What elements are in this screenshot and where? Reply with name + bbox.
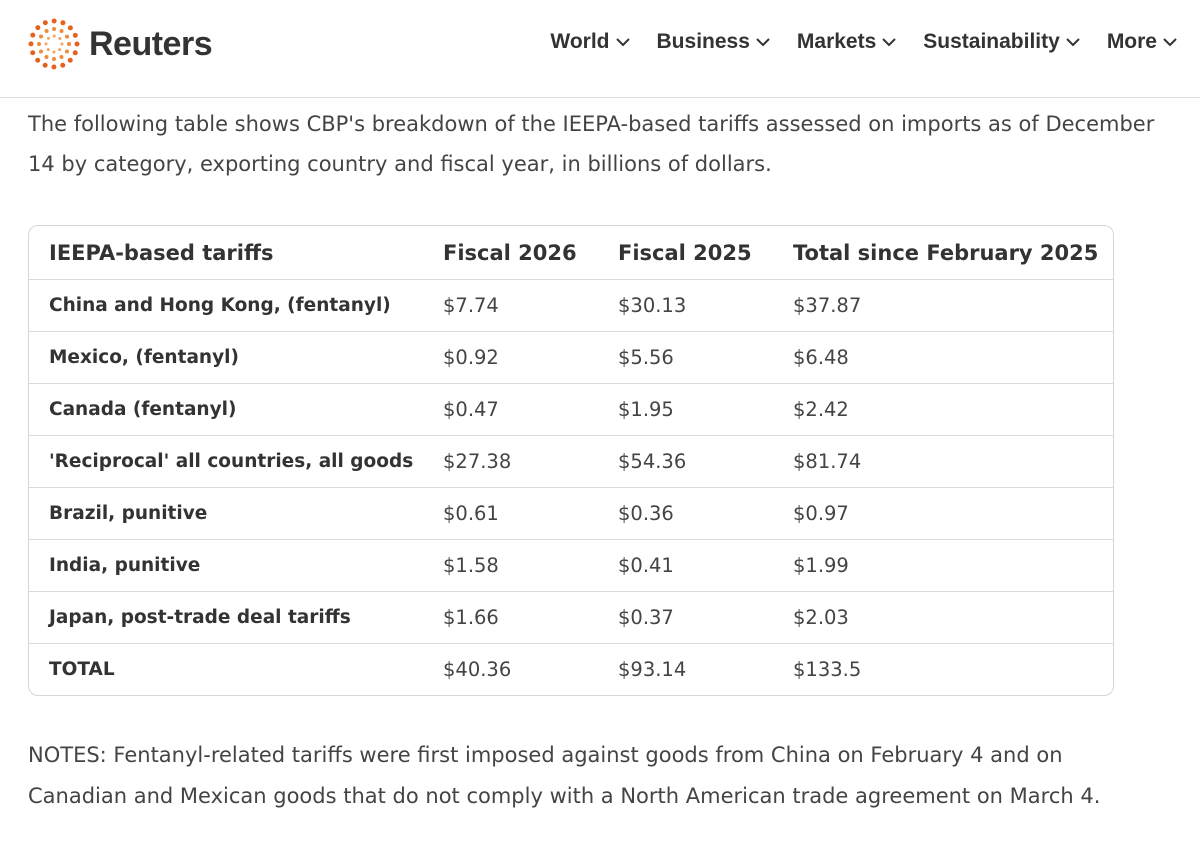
header-row: IEEPA-based tariffs Fiscal 2026 Fiscal 202… <box>29 226 1113 280</box>
table-body: China and Hong Kong, (fentanyl) $7.74 $30.… <box>29 279 1113 695</box>
table-cell: $0.41 <box>598 539 773 592</box>
table-cell: $40.36 <box>423 643 598 695</box>
intro-text: The following table shows CBP's breakdow… <box>28 112 1155 176</box>
table-cell: $27.38 <box>423 435 598 488</box>
table-cell: $0.37 <box>598 591 773 644</box>
table-cell: $0.61 <box>423 487 598 540</box>
table-cell: $2.42 <box>773 383 1113 436</box>
table-cell: $54.36 <box>598 435 773 488</box>
table-row: India, punitive $1.58 $0.41 $1.99 <box>29 539 1113 592</box>
main-nav: World Business Markets Sustainability More <box>550 30 1178 54</box>
table-cell: $5.56 <box>598 331 773 384</box>
logo-mark <box>28 18 80 70</box>
table-cell: $1.66 <box>423 591 598 644</box>
table-row: China and Hong Kong, (fentanyl) $7.74 $30.… <box>29 279 1113 332</box>
nav-label: More <box>1106 30 1157 53</box>
chevron-icon <box>1066 38 1080 47</box>
table-cell: $2.03 <box>773 591 1113 644</box>
row-label: China and Hong Kong, (fentanyl) <box>29 279 423 332</box>
row-label: TOTAL <box>29 643 423 695</box>
table-cell: $0.97 <box>773 487 1113 540</box>
table-cell: $1.99 <box>773 539 1113 592</box>
table-row: Canada (fentanyl) $0.47 $1.95 $2.42 <box>29 383 1113 436</box>
table-cell: $93.14 <box>598 643 773 695</box>
table-cell: $1.58 <box>423 539 598 592</box>
table-cell: $133.5 <box>773 643 1113 695</box>
table-cell: $7.74 <box>423 279 598 332</box>
row-label: Japan, post-trade deal tariffs <box>29 591 423 644</box>
column-header: Total since February 2025 <box>793 240 1099 265</box>
nav-label: Markets <box>796 30 877 53</box>
row-label: Mexico, (fentanyl) <box>29 331 423 384</box>
table-cell: $1.95 <box>598 383 773 436</box>
row-label: India, punitive <box>29 539 423 592</box>
table-row: Brazil, punitive $0.61 $0.36 $0.97 <box>29 487 1113 540</box>
logo-text: Reuters <box>89 24 213 63</box>
nav-label: Business <box>656 30 750 53</box>
nav-item[interactable]: Sustainability <box>923 30 1081 54</box>
nav-label: Sustainability <box>923 30 1060 53</box>
row-label: 'Reciprocal' all countries, all goods <box>29 435 423 488</box>
table-cell: $37.87 <box>773 279 1113 332</box>
chevron-icon <box>1163 38 1177 47</box>
column-header: Fiscal 2026 <box>443 240 577 265</box>
table-row: TOTAL $40.36 $93.14 $133.5 <box>29 643 1113 695</box>
chevron-icon <box>615 38 630 47</box>
chevron-icon <box>756 38 770 47</box>
table-cell: $81.74 <box>773 435 1113 488</box>
table-head: IEEPA-based tariffs Fiscal 2026 Fiscal 202… <box>29 226 1113 280</box>
table-container: IEEPA-based tariffs Fiscal 2026 Fiscal 202… <box>28 225 1114 696</box>
row-label: Canada (fentanyl) <box>29 383 423 436</box>
table-cell: $30.13 <box>598 279 773 332</box>
table-cell: $0.47 <box>423 383 598 436</box>
table-row: 'Reciprocal' all countries, all goods $27… <box>29 435 1113 488</box>
nav-item[interactable]: World <box>550 30 630 54</box>
notes-text: NOTES: Fentanyl-related tariffs were fir… <box>28 743 1101 808</box>
logo[interactable]: Reuters <box>27 17 213 71</box>
site-header: Reuters World Business Markets Sustainabili… <box>0 0 1200 98</box>
table-row: Mexico, (fentanyl) $0.92 $5.56 $6.48 <box>29 331 1113 384</box>
nav-item[interactable]: More <box>1107 30 1178 54</box>
nav-item[interactable]: Business <box>657 30 771 54</box>
table-cell: $0.92 <box>423 331 598 384</box>
tariff-table: IEEPA-based tariffs Fiscal 2026 Fiscal 202… <box>29 226 1113 695</box>
table-cell: $0.36 <box>598 487 773 540</box>
column-header: Fiscal 2025 <box>618 240 752 265</box>
table-cell: $6.48 <box>773 331 1113 384</box>
column-header: IEEPA-based tariffs <box>49 240 274 265</box>
table-row: Japan, post-trade deal tariffs $1.66 $0.37… <box>29 591 1113 644</box>
row-label: Brazil, punitive <box>29 487 423 540</box>
nav-label: World <box>550 30 610 53</box>
nav-item[interactable]: Markets <box>797 30 897 54</box>
chevron-icon <box>882 38 896 47</box>
